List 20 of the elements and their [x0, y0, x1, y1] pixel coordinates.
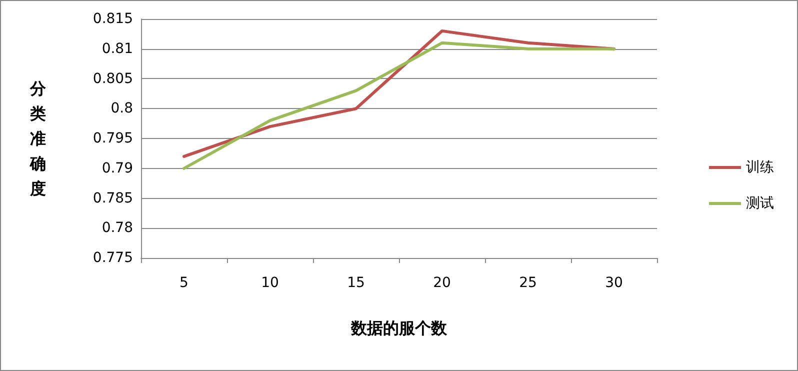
- y-tick-label: 0.795: [92, 130, 133, 146]
- x-tick-label: 30: [605, 275, 623, 291]
- y-tick-label: 0.81: [102, 40, 133, 57]
- x-tick-label: 10: [261, 275, 279, 291]
- y-tick-label: 0.78: [102, 220, 133, 236]
- y-tick-label: 0.805: [92, 70, 133, 87]
- x-tick-label: 25: [519, 275, 537, 291]
- y-tick-label: 0.8: [110, 100, 133, 117]
- y-tick-label: 0.785: [92, 190, 133, 206]
- legend-label: 训练: [746, 160, 774, 176]
- y-tick-label: 0.79: [102, 160, 133, 176]
- y-axis-title: 分类准确度: [29, 79, 47, 198]
- y-tick-label: 0.775: [92, 250, 133, 266]
- x-tick-label: 5: [180, 275, 188, 291]
- line-series: [182, 41, 616, 170]
- x-tick-label: 15: [347, 275, 365, 291]
- x-tick-label: 20: [433, 275, 451, 291]
- y-tick-label: 0.815: [92, 11, 133, 27]
- legend-label: 测试: [746, 196, 774, 212]
- x-axis-title: 数据的服个数: [350, 318, 448, 338]
